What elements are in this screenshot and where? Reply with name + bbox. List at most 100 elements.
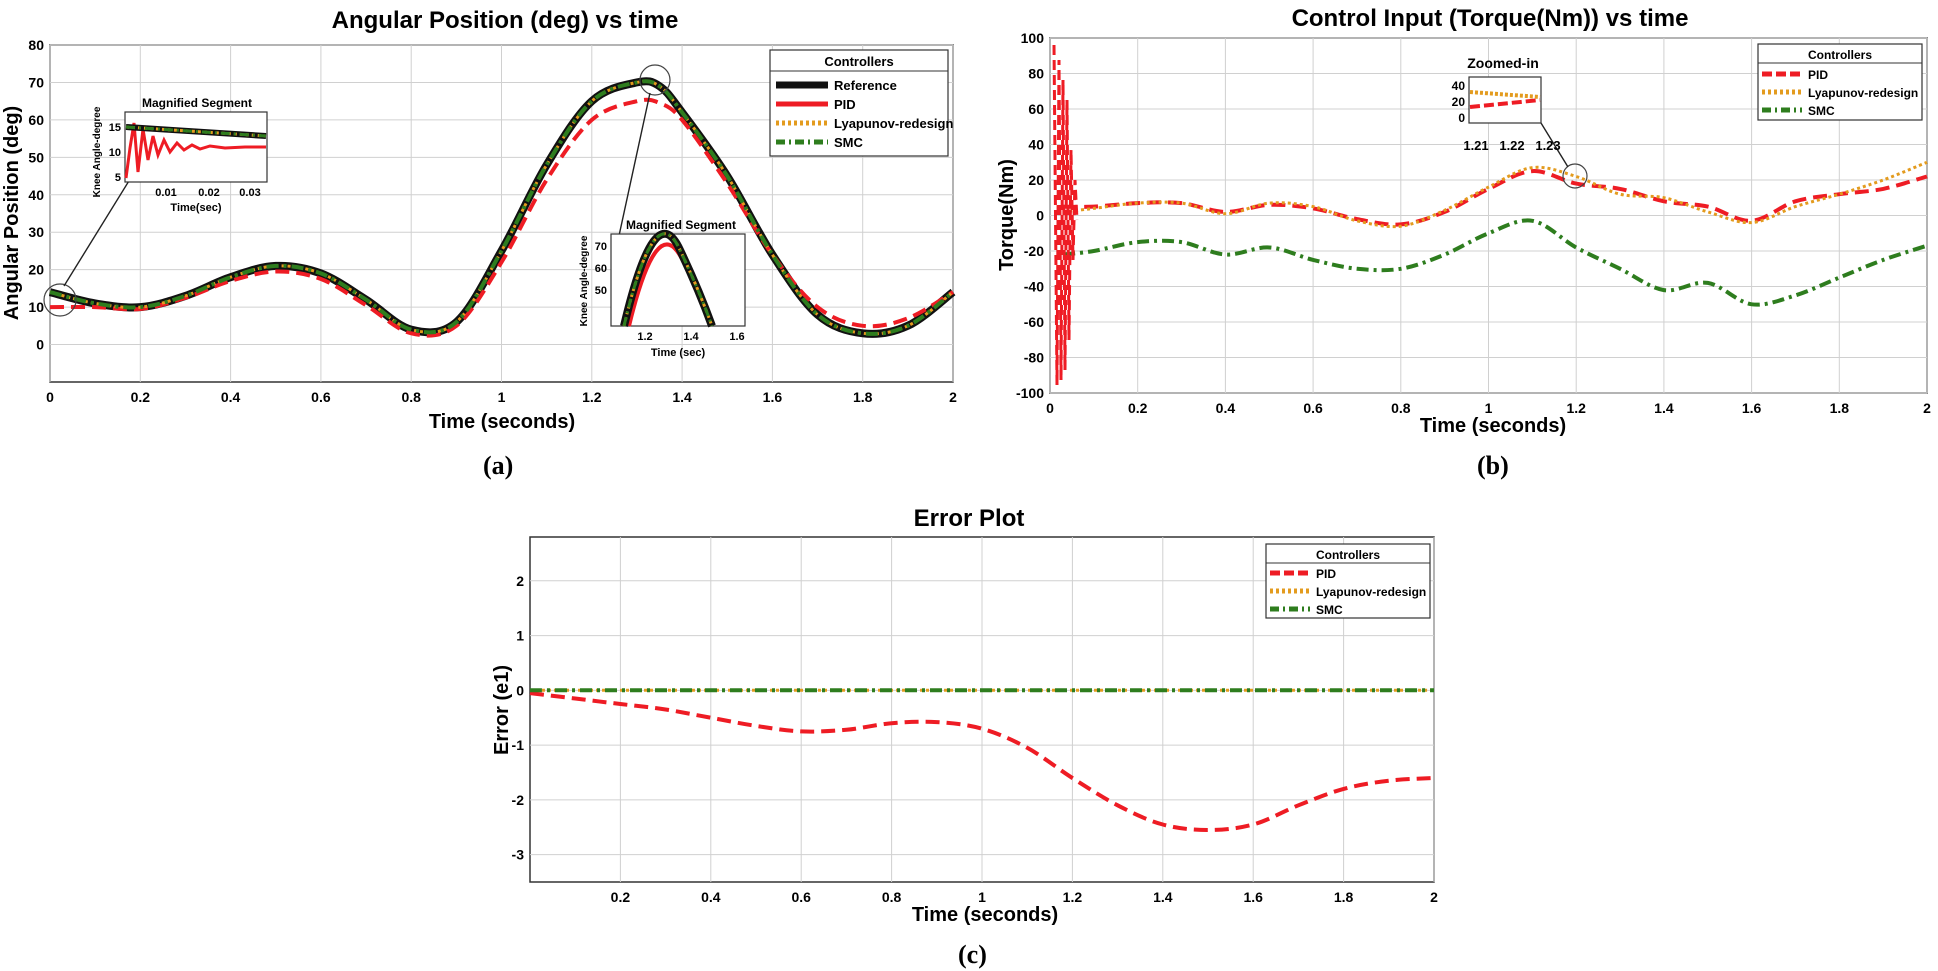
chart-b-pid-initial-spikes [1052,44,1079,386]
inset-a2-xtick-2: 1.4 [683,331,699,343]
ytick-b-4: -20 [1024,243,1044,259]
inset-b-xtick-1: 1.21 [1463,138,1488,153]
chart-c-legend: Controllers PID Lyapunov-redesign SMC [1265,543,1431,619]
ytick-a-4: 40 [28,187,44,203]
xtick-b-0: 0 [1046,400,1054,416]
xtick-c-4: 1 [978,889,986,905]
chart-b-grid [1049,37,1928,394]
inset-b-ytick-40: 40 [1452,79,1466,93]
legend-b-box [1757,43,1923,121]
chart-c-xlabel: Time (seconds) [912,904,1058,926]
legend-c-entry-lyapunov: Lyapunov-redesign [1316,585,1426,599]
chart-b-xlabel: Time (seconds) [1420,415,1566,437]
inset-b-lyapunov-line [1469,90,1541,99]
ytick-c-5: 2 [516,573,524,589]
chart-b-xticks: 0 0.2 0.4 0.6 0.8 1 1.2 1.4 1.6 1.8 2 [1046,400,1931,416]
ytick-a-5: 50 [28,149,44,165]
xtick-a-10: 2 [949,389,957,405]
xtick-a-2: 0.4 [221,389,241,405]
series-b-pid [1063,169,1928,227]
xtick-a-1: 0.2 [131,389,151,405]
legend-a-entry-pid: PID [834,97,856,112]
zoom-arrow-a1 [63,175,133,287]
chart-b-series [1063,160,1928,307]
inset-b-title: Zoomed-in [1467,55,1539,71]
inset-a2-ytick-60: 60 [595,263,607,275]
ytick-b-8: 60 [1028,101,1044,117]
chart-a-yticks: 0 10 20 30 40 50 60 70 80 [28,37,44,353]
inset-a1-title: Magnified Segment [142,96,252,110]
inset-a2-lyapunov-line [622,232,714,327]
inset-a2-xtick-1: 1.2 [637,331,652,343]
chart-b-title: Control Input (Torque(Nm)) vs time [1292,5,1689,32]
xtick-a-9: 1.8 [853,389,873,405]
ytick-b-3: -40 [1024,279,1044,295]
xtick-a-6: 1.2 [582,389,602,405]
chart-a-legend: Controllers Reference PID Lyapunov-redes… [769,49,953,157]
inset-a1-pid-line [124,122,266,179]
inset-a2-title: Magnified Segment [626,218,736,232]
ytick-b-7: 40 [1028,137,1044,153]
xtick-b-8: 1.6 [1742,400,1762,416]
inset-b-ytick-0: 0 [1458,111,1465,125]
legend-c-box [1265,543,1431,619]
panel-label-a: (a) [483,451,514,480]
xtick-a-3: 0.6 [311,389,331,405]
ytick-a-3: 30 [28,224,44,240]
chart-c: Error Plot 0.2 0.4 0.6 0.8 1 1.2 1.4 1.6 1.8 2 -3… [491,505,1438,926]
ytick-a-0: 0 [36,337,44,353]
xtick-b-10: 2 [1923,400,1931,416]
chart-b: Control Input (Torque(Nm)) vs time 0 0.2 0… [996,5,1931,437]
legend-b-entry-pid: PID [1808,68,1828,82]
ytick-a-6: 60 [28,112,44,128]
panel-label-b: (b) [1477,451,1509,480]
ytick-c-2: -1 [512,737,525,753]
chart-b-yticks: -100 -80 -60 -40 -20 0 20 40 60 80 100 [1016,30,1044,401]
series-b-lyapunov [1063,160,1928,229]
inset-a1-smc-line [125,125,267,138]
inset-a1-xtick-3: 0.03 [239,187,260,199]
xtick-c-8: 1.8 [1334,889,1354,905]
ytick-b-0: -100 [1016,385,1044,401]
xtick-a-0: 0 [46,389,54,405]
ytick-b-5: 0 [1036,208,1044,224]
chart-c-grid [530,537,1435,882]
ytick-a-2: 20 [28,262,44,278]
inset-a2-ytick-70: 70 [595,241,607,253]
chart-b-inset: Zoomed-in 40 20 0 1.21 1.22 1.23 [1452,55,1561,153]
legend-c-title: Controllers [1316,548,1380,562]
legend-a-entry-lyapunov: Lyapunov-redesign [834,116,953,131]
zoom-circle-b [1562,163,1588,189]
xtick-b-1: 0.2 [1128,400,1148,416]
ytick-c-0: -3 [512,847,525,863]
xtick-b-3: 0.6 [1303,400,1323,416]
xtick-a-8: 1.6 [763,389,783,405]
inset-a1-ylabel: Knee Angle-degree [92,106,103,197]
ytick-b-10: 100 [1021,30,1045,46]
inset-b-ytick-20: 20 [1452,95,1466,109]
ytick-b-9: 80 [1028,66,1044,82]
ytick-a-1: 10 [28,299,44,315]
inset-b-pid-line [1469,98,1541,109]
xtick-c-9: 2 [1430,889,1438,905]
legend-b-entry-smc: SMC [1808,104,1835,118]
xtick-b-2: 0.4 [1216,400,1236,416]
xtick-c-2: 0.6 [791,889,811,905]
inset-a1-ytick-15: 15 [109,122,121,134]
inset-a1-ytick-10: 10 [109,147,121,159]
ytick-a-8: 80 [28,37,44,53]
ytick-c-1: -2 [512,792,525,808]
chart-a-inset-1: Magnified Segment 15 10 5 0.01 0.02 0.03… [92,96,268,214]
inset-a1-xtick-1: 0.01 [155,187,176,199]
legend-c-entry-smc: SMC [1316,603,1343,617]
xtick-b-6: 1.2 [1566,400,1586,416]
inset-b-xtick-3: 1.23 [1535,138,1560,153]
chart-c-series [529,688,1435,832]
xtick-b-4: 0.8 [1391,400,1411,416]
inset-a2-ylabel: Knee Angle-degree [579,235,590,326]
legend-c-entry-pid: PID [1316,567,1336,581]
xtick-c-0: 0.2 [611,889,631,905]
legend-b-entry-lyapunov: Lyapunov-redesign [1808,86,1918,100]
chart-c-title: Error Plot [914,505,1025,532]
